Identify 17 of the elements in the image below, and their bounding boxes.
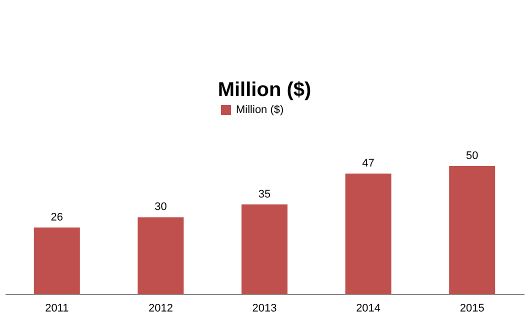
- bar: [345, 174, 392, 294]
- x-tick-label: 2015: [460, 302, 484, 314]
- legend-label: Million ($): [236, 104, 284, 116]
- chart-title: Million ($): [218, 79, 312, 101]
- data-label: 26: [50, 211, 64, 224]
- x-tick-label: 2013: [252, 302, 277, 314]
- bar: [138, 217, 184, 294]
- bar: [34, 227, 80, 294]
- data-label: 47: [362, 158, 374, 170]
- x-tick-label: 2011: [45, 302, 69, 314]
- x-tick-label: 2014: [356, 302, 381, 314]
- x-tick-label: 2012: [148, 302, 173, 314]
- data-label: 35: [258, 188, 271, 200]
- bar: [449, 166, 496, 294]
- data-label: 30: [154, 201, 167, 214]
- bar: [242, 204, 288, 294]
- data-label: 50: [466, 150, 478, 162]
